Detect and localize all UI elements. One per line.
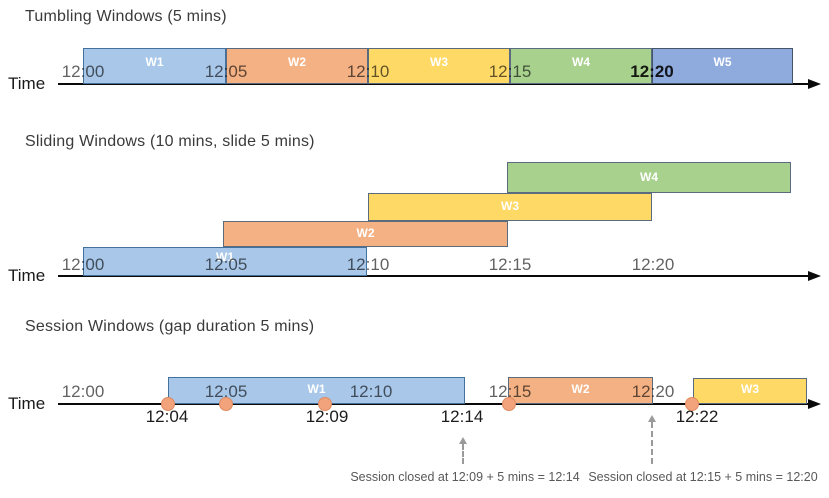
sliding-window-label-w3: W3 [501,199,519,213]
session-window-label-w2: W2 [571,382,590,396]
tumbling-window-bar-w1 [83,48,226,84]
session-annotation-arrow-icon [459,437,467,444]
sliding-window-label-w4: W4 [640,170,658,184]
sliding-window-bar-w3 [368,193,652,221]
tumbling-axis-tick: 12:15 [488,62,532,81]
tumbling-time-axis [58,83,808,85]
tumbling-window-bar-w2 [226,48,368,84]
session-title: Session Windows (gap duration 5 mins) [25,318,315,335]
sliding-axis-arrow-icon [808,271,821,281]
sliding-axis-tick: 12:20 [631,255,675,274]
session-event-time-label: 12:22 [675,407,719,426]
session-annotation-arrow-line [651,422,653,464]
sliding-axis-tick: 12:10 [346,255,390,274]
session-window-label-w1: W1 [307,382,326,396]
sliding-axis-tick: 12:15 [488,255,532,274]
session-axis-tick: 12:10 [349,382,393,401]
tumbling-window-label-w3: W3 [430,55,448,69]
session-time-axis [58,403,808,405]
session-event-time-label: 12:09 [305,407,349,426]
tumbling-window-label-w2: W2 [288,55,306,69]
session-axis-tick: 12:05 [204,382,248,401]
sliding-window-label-w1: W1 [216,250,234,264]
session-time-axis-label: Time [8,394,46,413]
tumbling-window-bar-w3 [368,48,510,84]
session-event-time-label: 12:04 [145,407,189,426]
tumbling-axis-arrow-icon [808,79,821,89]
session-window-label-w3: W3 [741,382,759,396]
sliding-title: Sliding Windows (10 mins, slide 5 mins) [25,133,315,150]
sliding-time-axis-label: Time [8,266,46,285]
session-window-bar-w2 [508,377,653,404]
tumbling-axis-tick: 12:10 [346,62,390,81]
tumbling-window-bar-w4 [510,48,652,84]
session-axis-tick: 12:15 [488,382,532,401]
sliding-time-axis [58,275,808,277]
session-event-dot [502,397,516,411]
tumbling-window-bar-w5 [652,48,793,84]
tumbling-window-label-w4: W4 [572,55,590,69]
tumbling-window-label-w1: W1 [145,55,164,69]
session-event-dot [161,397,175,411]
sliding-axis-tick: 12:00 [61,255,105,274]
tumbling-axis-tick: 12:05 [204,62,248,81]
tumbling-axis-tick: 12:20 [630,62,674,81]
sliding-window-bar-w2 [223,221,508,247]
tumbling-axis-tick: 12:00 [61,62,105,81]
session-event-dot [219,397,233,411]
session-annotation-text: Session closed at 12:15 + 5 mins = 12:20 [588,470,818,484]
session-event-dot [685,397,699,411]
tumbling-title: Tumbling Windows (5 mins) [25,8,227,25]
sliding-window-label-w2: W2 [356,226,375,240]
tumbling-time-axis-label: Time [8,74,46,93]
session-annotation-text: Session closed at 12:09 + 5 mins = 12:14 [350,470,580,484]
session-axis-tick: 12:20 [631,382,675,401]
sliding-window-bar-w4 [507,162,791,193]
session-event-time-label: 12:14 [440,407,484,426]
session-annotation-arrow-line [462,444,464,464]
session-axis-tick: 12:00 [61,382,105,401]
session-window-bar-w1 [168,377,465,404]
sliding-axis-tick: 12:05 [204,255,248,274]
session-window-bar-w3 [693,378,807,404]
session-annotation-arrow-icon [648,415,656,422]
sliding-window-bar-w1 [83,247,367,276]
session-axis-arrow-icon [808,399,821,409]
tumbling-window-label-w5: W5 [713,55,732,69]
session-event-dot [318,397,332,411]
